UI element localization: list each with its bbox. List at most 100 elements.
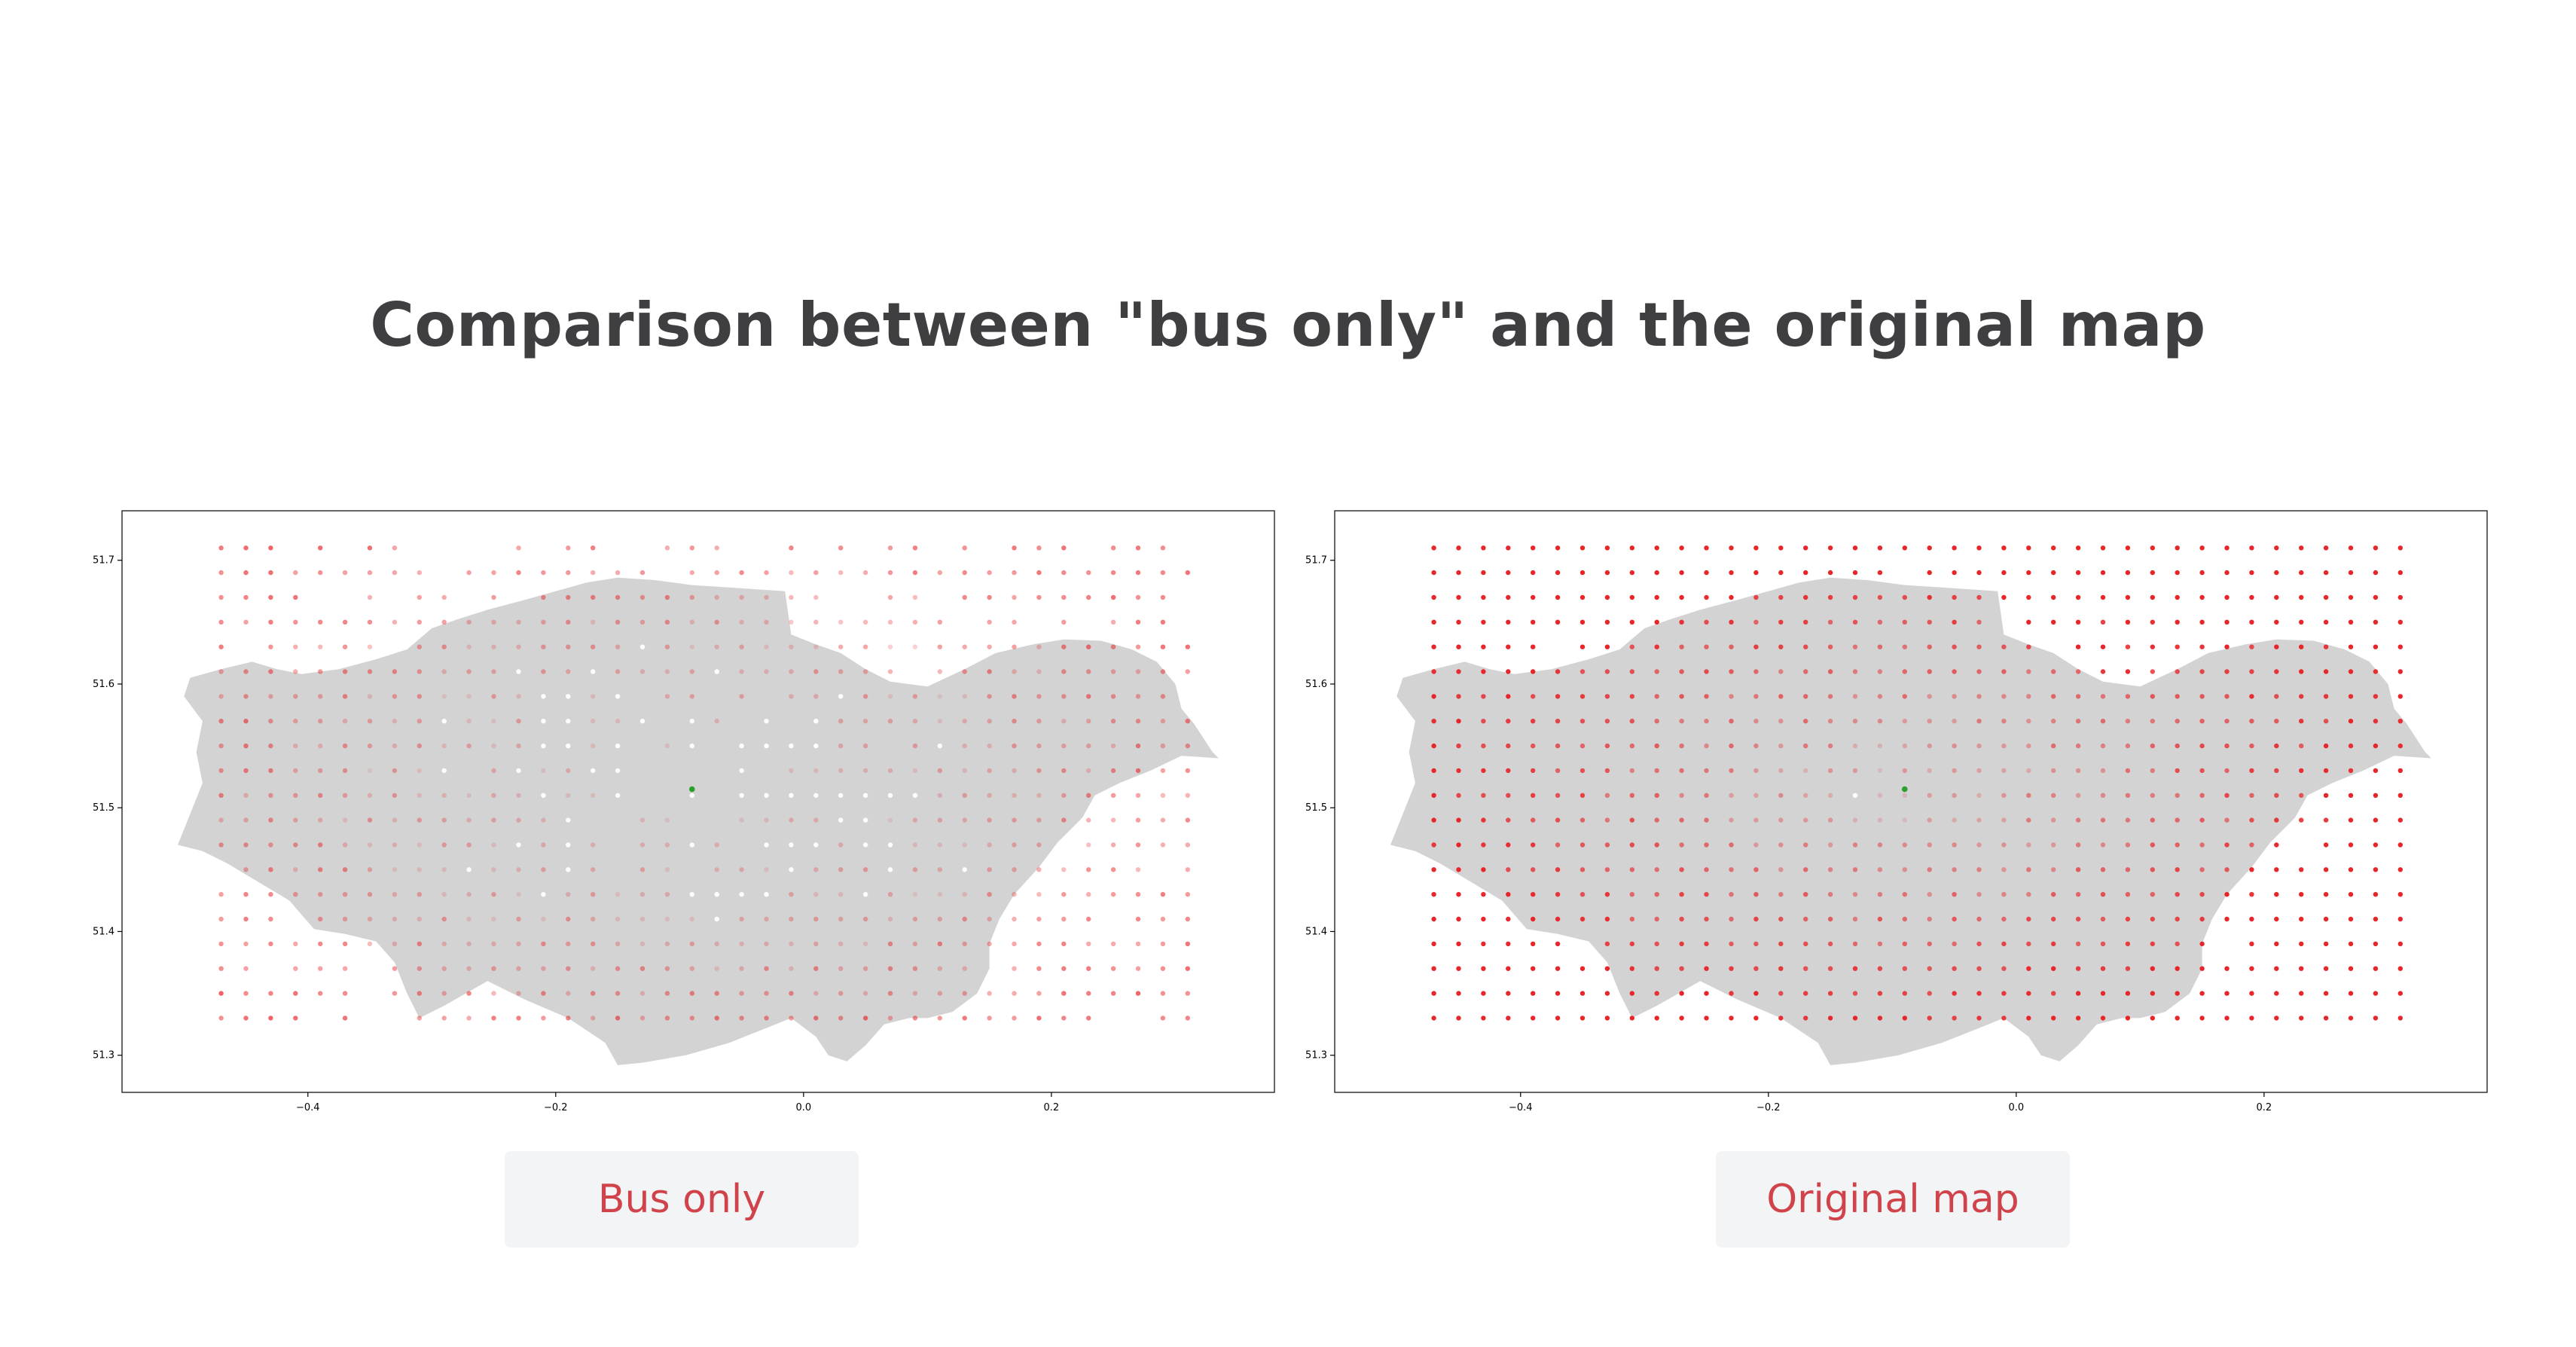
grid-point xyxy=(912,842,918,848)
grid-point xyxy=(1852,619,1858,625)
grid-point xyxy=(615,719,621,724)
grid-point xyxy=(1778,793,1784,798)
grid-point xyxy=(2001,570,2007,576)
grid-point xyxy=(2100,991,2106,996)
bus-only-button[interactable]: Bus only xyxy=(505,1151,859,1248)
grid-point xyxy=(1704,916,1709,922)
grid-point xyxy=(2150,644,2155,649)
grid-point xyxy=(1827,892,1833,897)
grid-point xyxy=(2373,694,2379,699)
grid-point xyxy=(2026,719,2031,724)
grid-point xyxy=(2100,817,2106,823)
grid-point xyxy=(591,545,596,551)
grid-point xyxy=(268,793,273,798)
grid-point xyxy=(2348,941,2354,947)
grid-point xyxy=(1704,867,1709,872)
grid-point xyxy=(1036,743,1042,749)
grid-point xyxy=(1135,793,1141,798)
grid-point xyxy=(1110,941,1116,947)
grid-point xyxy=(1555,842,1561,848)
grid-point xyxy=(218,817,224,823)
grid-point xyxy=(2224,719,2230,724)
grid-point xyxy=(2348,991,2354,996)
grid-point xyxy=(2397,619,2403,625)
grid-point xyxy=(2249,966,2254,971)
grid-point xyxy=(516,743,521,749)
grid-point xyxy=(739,991,744,996)
grid-point xyxy=(1852,867,1858,872)
grid-point xyxy=(887,669,893,674)
grid-point xyxy=(2373,916,2379,922)
grid-point xyxy=(2199,570,2205,576)
grid-point xyxy=(1704,817,1709,823)
grid-point xyxy=(342,768,348,774)
grid-point xyxy=(243,966,249,971)
grid-point xyxy=(218,545,224,551)
grid-point xyxy=(764,793,769,798)
grid-point xyxy=(664,867,670,872)
grid-point xyxy=(1036,916,1042,922)
grid-point xyxy=(417,669,422,674)
grid-point xyxy=(243,619,249,625)
grid-point xyxy=(1753,570,1759,576)
grid-point xyxy=(1160,966,1166,971)
grid-point xyxy=(2397,817,2403,823)
grid-point xyxy=(1135,743,1141,749)
grid-point xyxy=(318,743,323,749)
grid-point xyxy=(1778,768,1784,774)
grid-point xyxy=(1579,991,1586,996)
grid-point xyxy=(1579,719,1586,724)
grid-point xyxy=(318,817,323,823)
grid-point xyxy=(1481,594,1486,600)
grid-point xyxy=(2125,545,2131,551)
grid-point xyxy=(2100,941,2106,947)
grid-point xyxy=(1579,916,1586,922)
grid-point xyxy=(2249,941,2254,947)
grid-point xyxy=(639,594,646,600)
grid-point xyxy=(2224,892,2230,897)
grid-point xyxy=(1629,768,1634,774)
grid-point xyxy=(441,594,447,600)
grid-point xyxy=(2001,793,2007,798)
grid-point xyxy=(2075,793,2081,798)
grid-point xyxy=(1061,991,1067,996)
grid-point xyxy=(541,594,546,600)
grid-point xyxy=(1160,1016,1166,1021)
grid-point xyxy=(664,966,670,971)
grid-point xyxy=(1110,644,1116,649)
grid-point xyxy=(318,941,323,947)
grid-point xyxy=(1803,867,1808,872)
grid-point xyxy=(591,1016,596,1021)
grid-point xyxy=(764,892,769,897)
grid-point xyxy=(1852,669,1858,674)
grid-point xyxy=(1061,719,1067,724)
grid-point xyxy=(268,892,273,897)
grid-point xyxy=(1481,694,1486,699)
grid-point xyxy=(1604,570,1610,576)
grid-point xyxy=(789,644,794,649)
grid-point xyxy=(689,694,694,699)
grid-point xyxy=(2175,1016,2180,1021)
grid-point xyxy=(243,916,249,922)
grid-point xyxy=(2100,867,2106,872)
grid-point xyxy=(1902,768,1907,774)
x-tick-label: −0.2 xyxy=(544,1102,568,1113)
grid-point xyxy=(739,743,744,749)
grid-point xyxy=(987,793,992,798)
grid-point xyxy=(2299,1016,2304,1021)
grid-point xyxy=(2100,916,2106,922)
grid-point xyxy=(1852,1016,1858,1021)
grid-point xyxy=(1012,941,1017,947)
grid-point xyxy=(739,694,744,699)
grid-point xyxy=(1629,842,1634,848)
grid-point xyxy=(813,768,819,774)
grid-point xyxy=(962,743,967,749)
grid-point xyxy=(1604,743,1610,749)
original-map-button[interactable]: Original map xyxy=(1716,1151,2070,1248)
grid-point xyxy=(1827,619,1833,625)
grid-point xyxy=(1506,892,1511,897)
grid-point xyxy=(2348,768,2354,774)
grid-point xyxy=(417,842,422,848)
grid-point xyxy=(1481,892,1486,897)
grid-point xyxy=(1036,594,1042,600)
